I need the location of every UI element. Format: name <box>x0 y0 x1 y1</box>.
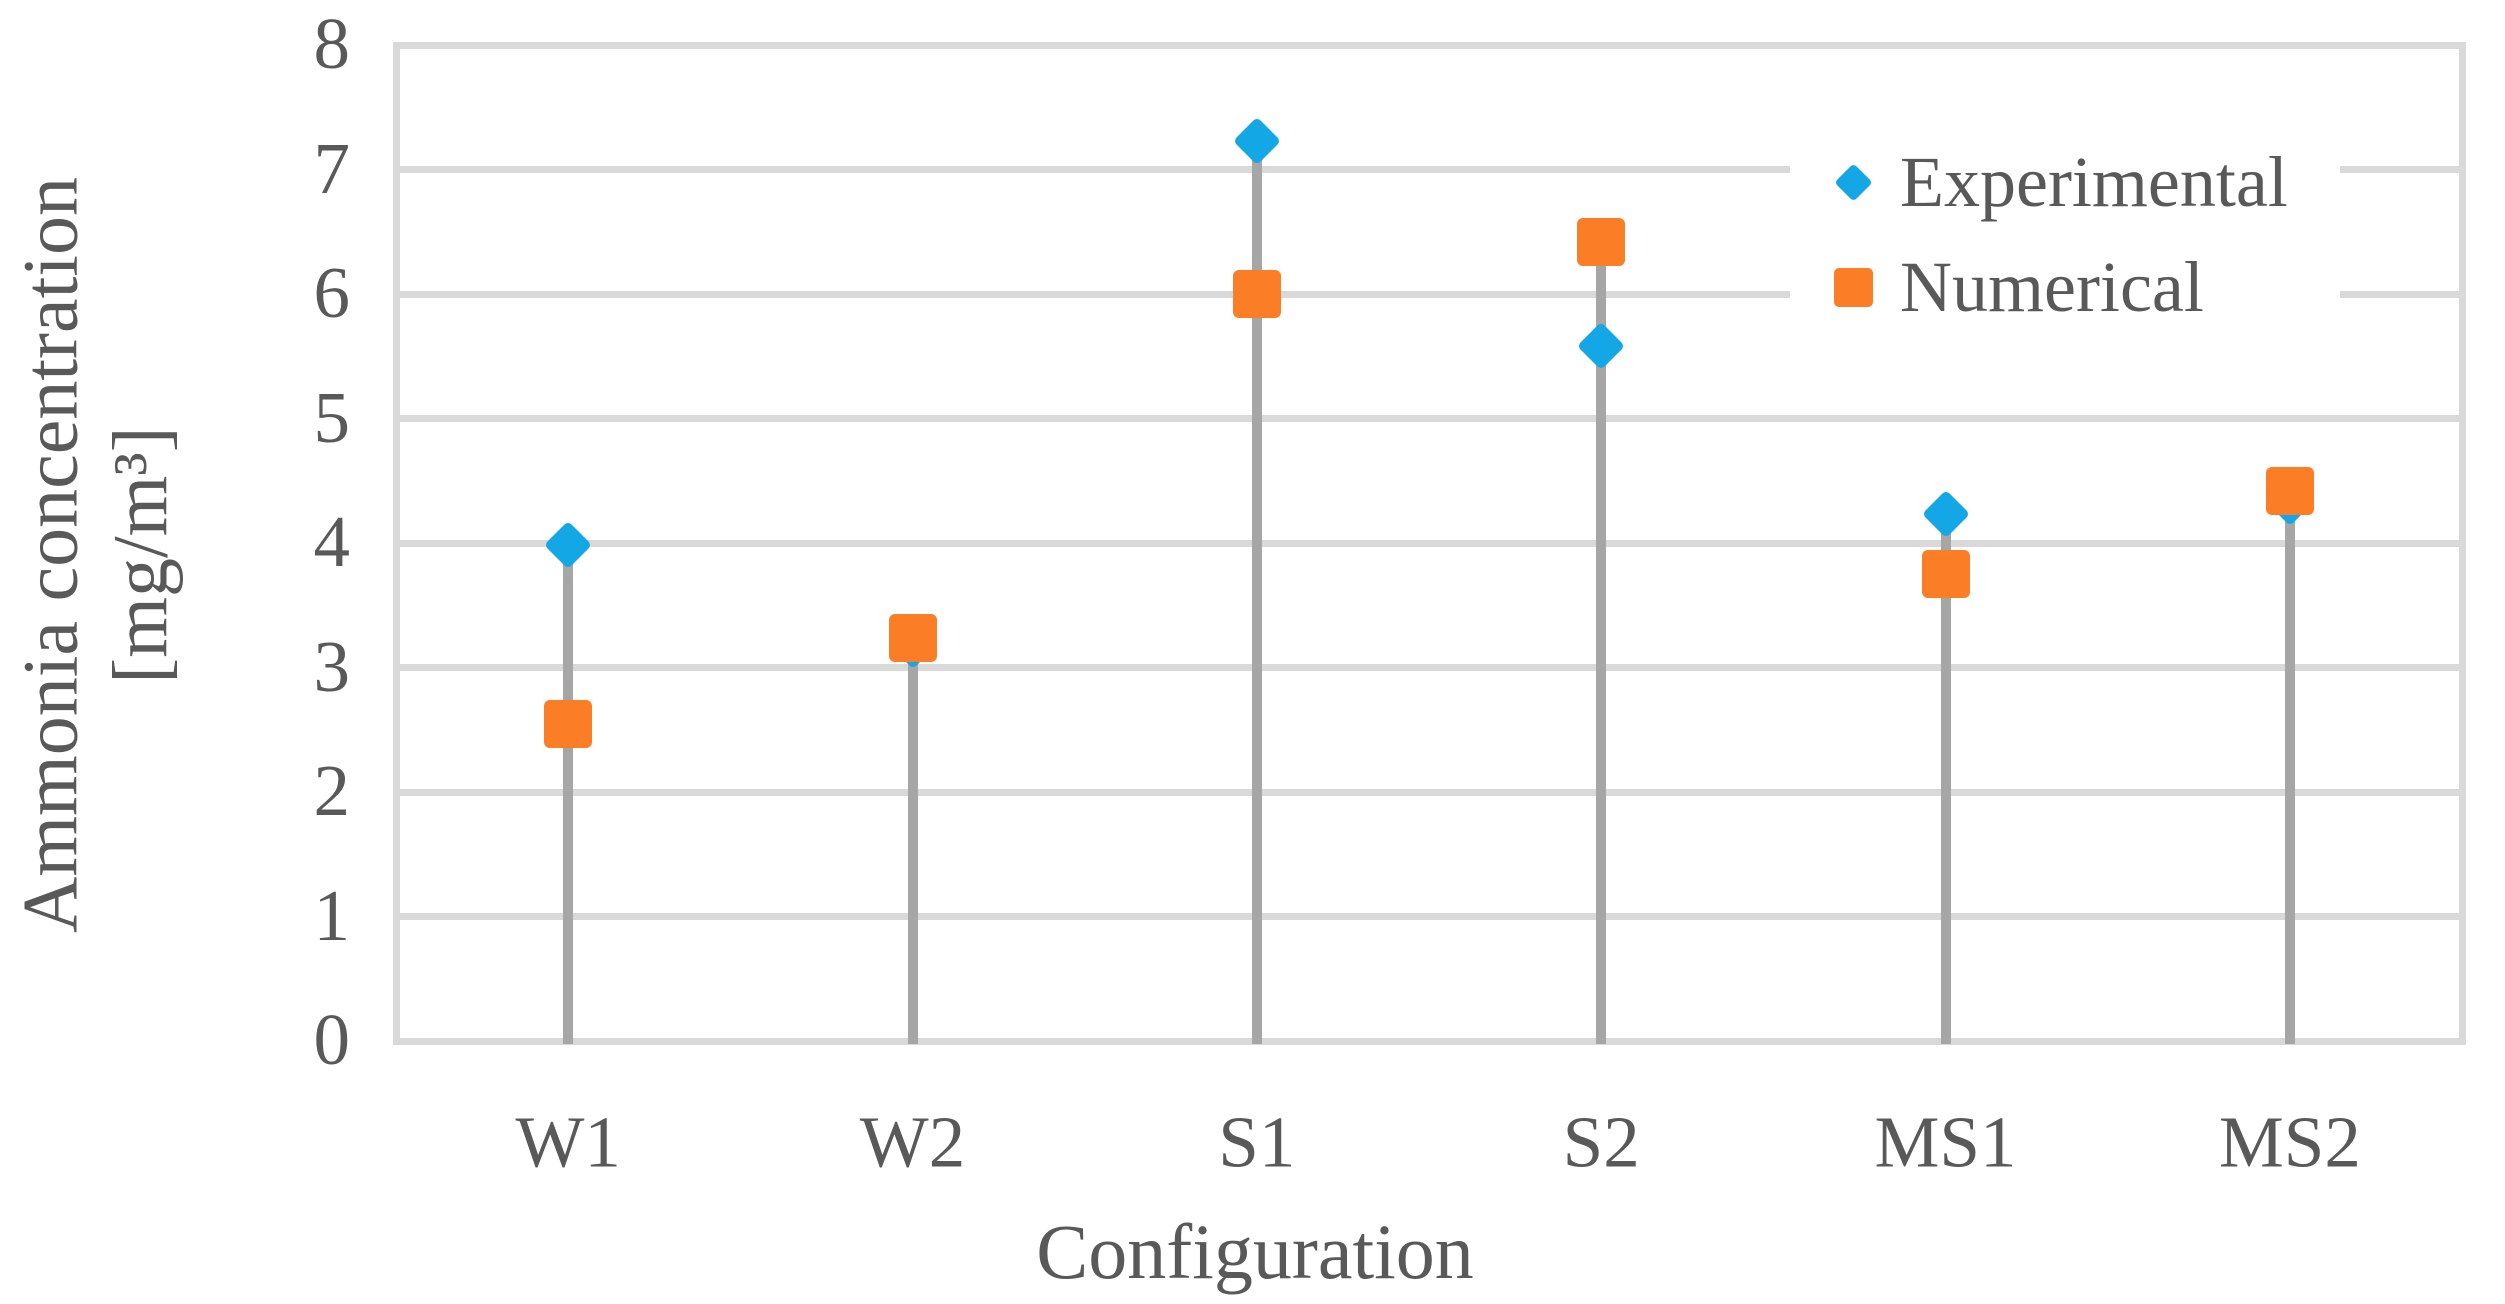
data-point-experimental-s1 <box>1232 116 1281 165</box>
stem-s1 <box>1251 140 1262 1045</box>
data-point-numerical-s1 <box>1232 270 1281 318</box>
data-point-numerical-w1 <box>544 699 593 748</box>
gridline-y-5 <box>392 415 2466 422</box>
gridline-y-2 <box>392 788 2466 796</box>
x-tick-label-s2: S2 <box>1562 1101 1640 1183</box>
y-tick-label-2: 2 <box>313 750 351 832</box>
legend-item-numerical: Numerical <box>1834 251 2204 323</box>
stem-w2 <box>907 637 918 1045</box>
x-tick-label-ms1: MS1 <box>1874 1101 2017 1183</box>
x-tick-label-w1: W1 <box>515 1101 621 1183</box>
data-point-numerical-s2 <box>1577 217 1626 266</box>
legend-label-numerical: Numerical <box>1900 247 2204 327</box>
y-tick-label-5: 5 <box>313 376 351 458</box>
y-tick-label-1: 1 <box>313 874 351 956</box>
x-tick-label-w2: W2 <box>859 1101 966 1183</box>
legend: Experimental Numerical <box>1790 102 2340 348</box>
x-axis-title: Configuration <box>1036 1208 1474 1295</box>
data-point-experimental-ms1 <box>1921 490 1970 539</box>
plot-border-right <box>2458 41 2466 1045</box>
x-tick-label-s1: S1 <box>1218 1101 1296 1183</box>
gridline-y-3 <box>392 664 2466 671</box>
legend-label-experimental: Experimental <box>1900 142 2288 222</box>
stem-ms1 <box>1940 514 1951 1045</box>
stem-ms2 <box>2284 490 2295 1045</box>
x-tick-label-ms2: MS2 <box>2218 1101 2361 1183</box>
y-tick-label-7: 7 <box>313 127 351 209</box>
numerical-square-icon <box>1834 267 1873 307</box>
gridline-y-7 <box>392 166 2466 173</box>
y-tick-label-8: 8 <box>313 3 351 85</box>
data-point-numerical-w2 <box>888 613 937 662</box>
stem-w1 <box>563 545 574 1045</box>
data-point-experimental-w1 <box>544 521 593 570</box>
gridline-y-1 <box>392 913 2466 920</box>
experimental-diamond-icon <box>1833 162 1873 202</box>
data-point-numerical-ms1 <box>1921 550 1970 599</box>
plot-border-left <box>392 41 400 1045</box>
stem-s2 <box>1596 241 1607 1045</box>
gridline-y-6 <box>392 290 2466 298</box>
gridline-y-0 <box>392 1037 2466 1045</box>
gridline-y-8 <box>392 41 2466 49</box>
y-tick-label-4: 4 <box>313 501 351 583</box>
y-tick-label-0: 0 <box>313 999 351 1081</box>
legend-item-experimental: Experimental <box>1833 142 2288 222</box>
data-point-numerical-ms2 <box>2265 466 2314 515</box>
gridline-y-4 <box>392 539 2466 547</box>
y-tick-label-6: 6 <box>313 252 351 334</box>
data-point-experimental-s2 <box>1577 322 1626 371</box>
y-tick-label-3: 3 <box>313 625 351 707</box>
